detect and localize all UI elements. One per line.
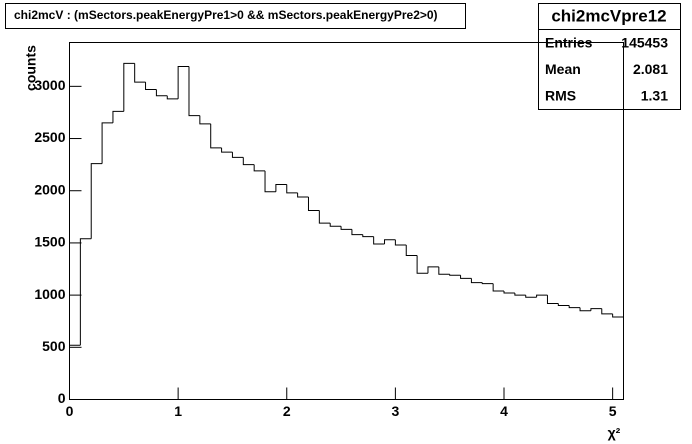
y-tick-label: 1000 — [34, 286, 65, 302]
histogram-bin — [307, 196, 320, 212]
histogram-bin — [297, 192, 309, 198]
histogram-bin — [536, 294, 548, 298]
histogram-bin — [449, 274, 461, 276]
stats-value: 2.081 — [633, 61, 668, 77]
histogram-bin — [557, 303, 570, 307]
histogram-bin — [112, 110, 124, 123]
y-tick-label: 0 — [58, 390, 66, 406]
histogram-bin — [340, 226, 352, 230]
x-tick-label: 1 — [174, 403, 182, 419]
histogram-bin — [351, 229, 363, 236]
histogram-bin — [460, 275, 472, 279]
x-tick-label: 3 — [391, 403, 399, 419]
histogram-bin — [546, 295, 559, 304]
y-axis-label: counts — [23, 45, 39, 91]
histogram-bin — [264, 170, 276, 193]
histogram-bin — [145, 82, 157, 90]
histogram-bin — [231, 152, 244, 158]
histogram-bin — [568, 305, 581, 309]
histogram-bin — [427, 266, 439, 274]
y-tick-label: 3000 — [34, 77, 65, 93]
histogram-bin — [69, 344, 81, 400]
histogram-bin — [590, 308, 602, 311]
stats-label: RMS — [545, 88, 576, 104]
histogram-bin — [416, 255, 428, 274]
histogram-bin — [329, 223, 342, 227]
histogram-bin — [318, 210, 331, 224]
histogram-bin — [492, 283, 505, 292]
histogram-bin — [394, 239, 407, 246]
histogram-bin — [286, 184, 298, 194]
histogram-bin — [242, 157, 255, 166]
histogram-bin — [525, 295, 537, 298]
histogram-bin — [101, 122, 113, 164]
histogram-bin — [438, 266, 450, 275]
stats-value: 145453 — [621, 35, 668, 51]
stats-title: chi2mcVpre12 — [551, 6, 666, 25]
histogram-bin — [134, 63, 146, 83]
histogram-bin — [166, 95, 179, 100]
title-box — [5, 3, 466, 29]
histogram-bin — [503, 290, 515, 294]
histogram-bin — [275, 183, 287, 192]
histogram-bin — [199, 115, 211, 125]
histogram-bin — [579, 307, 591, 312]
histogram-bin — [470, 278, 483, 284]
histogram-bin — [177, 66, 189, 99]
histogram-bin — [601, 308, 613, 315]
x-tick-label: 0 — [66, 403, 74, 419]
stats-value: 1.31 — [641, 88, 668, 104]
histogram-bin — [514, 293, 526, 296]
histogram-bin — [362, 234, 374, 238]
histogram-bin — [405, 245, 418, 256]
histogram-bin — [612, 313, 624, 318]
y-tick-label: 2000 — [34, 181, 65, 197]
y-tick-label: 2500 — [34, 129, 65, 145]
histogram-bin — [210, 123, 222, 149]
histogram-bin — [79, 238, 92, 346]
histogram-bin — [155, 89, 168, 97]
histogram-bin — [384, 239, 396, 244]
y-tick-label: 1500 — [34, 234, 65, 250]
histogram-bin — [90, 163, 103, 239]
stats-label: Mean — [545, 61, 581, 77]
x-axis-label: χ² — [608, 425, 621, 441]
histogram-bin — [123, 62, 135, 112]
chart-title: chi2mcV : (mSectors.peakEnergyPre1>0 && … — [14, 8, 438, 22]
stats-label: Entries — [545, 35, 593, 51]
x-tick-label: 4 — [500, 403, 508, 419]
frame — [69, 42, 624, 400]
histogram-bin — [253, 164, 266, 172]
y-tick-label: 500 — [42, 338, 66, 354]
histogram-bin — [373, 236, 385, 245]
histogram-bin — [188, 66, 200, 117]
histogram-bin — [221, 147, 233, 153]
histogram-bin — [481, 282, 494, 285]
x-tick-label: 2 — [283, 403, 291, 419]
x-tick-label: 5 — [609, 403, 617, 419]
stats-box — [538, 3, 681, 110]
